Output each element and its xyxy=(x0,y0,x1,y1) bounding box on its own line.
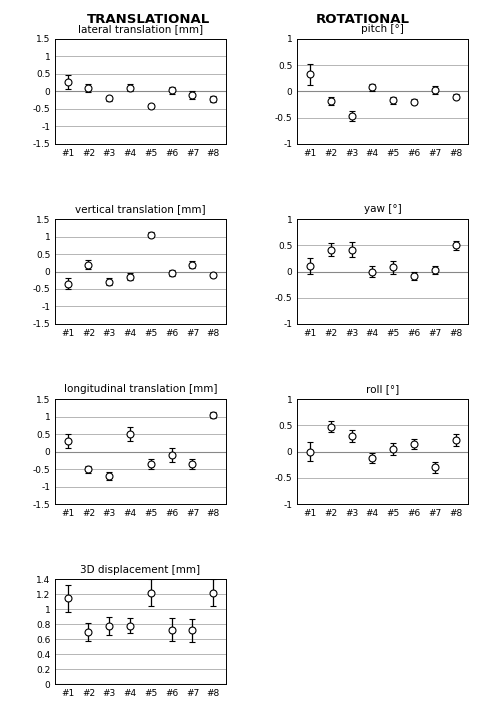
Title: pitch [°]: pitch [°] xyxy=(361,24,404,34)
Text: ROTATIONAL: ROTATIONAL xyxy=(315,13,409,26)
Title: roll [°]: roll [°] xyxy=(366,384,399,394)
Title: yaw [°]: yaw [°] xyxy=(364,204,402,214)
Title: vertical translation [mm]: vertical translation [mm] xyxy=(75,204,206,214)
Title: lateral translation [mm]: lateral translation [mm] xyxy=(78,24,203,34)
Title: longitudinal translation [mm]: longitudinal translation [mm] xyxy=(64,384,217,394)
Title: 3D displacement [mm]: 3D displacement [mm] xyxy=(81,564,201,574)
Text: TRANSLATIONAL: TRANSLATIONAL xyxy=(87,13,210,26)
